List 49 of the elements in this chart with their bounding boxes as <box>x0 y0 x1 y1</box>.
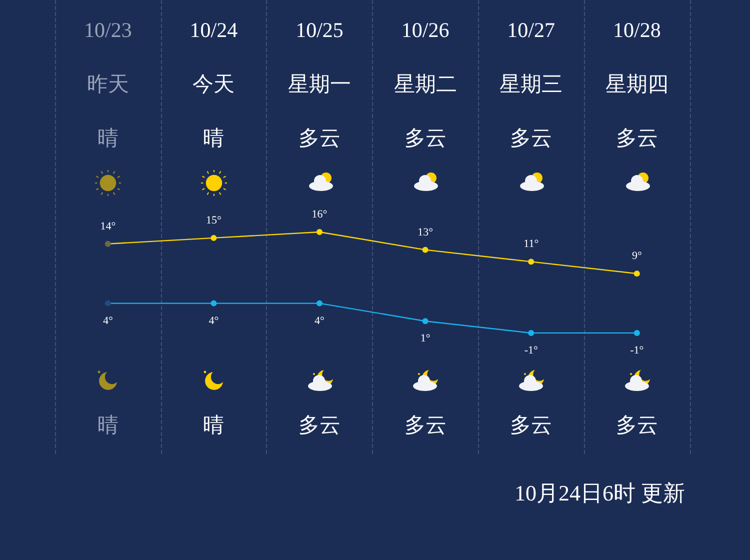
data-label: 4° <box>314 314 324 327</box>
x-tick-label: 10/27 <box>507 18 556 42</box>
text: 昨天 <box>86 72 129 96</box>
text: 多云 <box>510 413 552 437</box>
text: 多云 <box>404 126 446 150</box>
point <box>634 270 640 277</box>
text: 晴 <box>203 126 224 150</box>
data-label: 13° <box>418 226 434 238</box>
text: 多云 <box>298 126 340 150</box>
point <box>528 330 534 336</box>
point <box>104 240 111 247</box>
point <box>316 229 322 235</box>
data-label: 9° <box>632 250 642 262</box>
data-label: 4° <box>208 314 219 327</box>
point <box>422 246 428 253</box>
text: 星期二 <box>394 72 457 96</box>
text: 今天 <box>192 72 235 96</box>
text: 多云 <box>616 413 658 437</box>
x-tick-label: 10/28 <box>612 18 661 42</box>
text: 多云 <box>404 413 446 437</box>
point <box>210 300 217 306</box>
point <box>634 330 640 336</box>
data-label: 11° <box>524 238 539 250</box>
data-label: 1° <box>420 332 430 345</box>
text: 星期一 <box>288 72 351 96</box>
text: 多云 <box>298 413 340 437</box>
text: 星期三 <box>500 72 563 96</box>
text: 晴 <box>97 413 118 437</box>
point <box>104 300 111 306</box>
text: 星期四 <box>605 72 668 96</box>
point <box>528 258 534 265</box>
point <box>422 318 428 324</box>
data-label: -1° <box>630 344 644 356</box>
text: 多云 <box>616 126 658 150</box>
data-label: 16° <box>312 208 328 220</box>
x-tick-label: 10/24 <box>190 18 238 42</box>
text: 多云 <box>510 126 552 150</box>
data-label: 15° <box>206 214 222 226</box>
data-label: -1° <box>524 344 538 356</box>
x-tick-label: 10/26 <box>401 18 450 42</box>
text: 10月24日6时 更新 <box>514 480 685 506</box>
point <box>316 300 322 306</box>
text: 晴 <box>203 413 224 437</box>
data-label: 14° <box>100 220 116 232</box>
point <box>210 234 217 241</box>
text: 晴 <box>97 126 118 150</box>
data-label: 4° <box>102 314 113 327</box>
x-tick-label: 10/23 <box>84 18 132 42</box>
x-tick-label: 10/25 <box>296 18 344 42</box>
